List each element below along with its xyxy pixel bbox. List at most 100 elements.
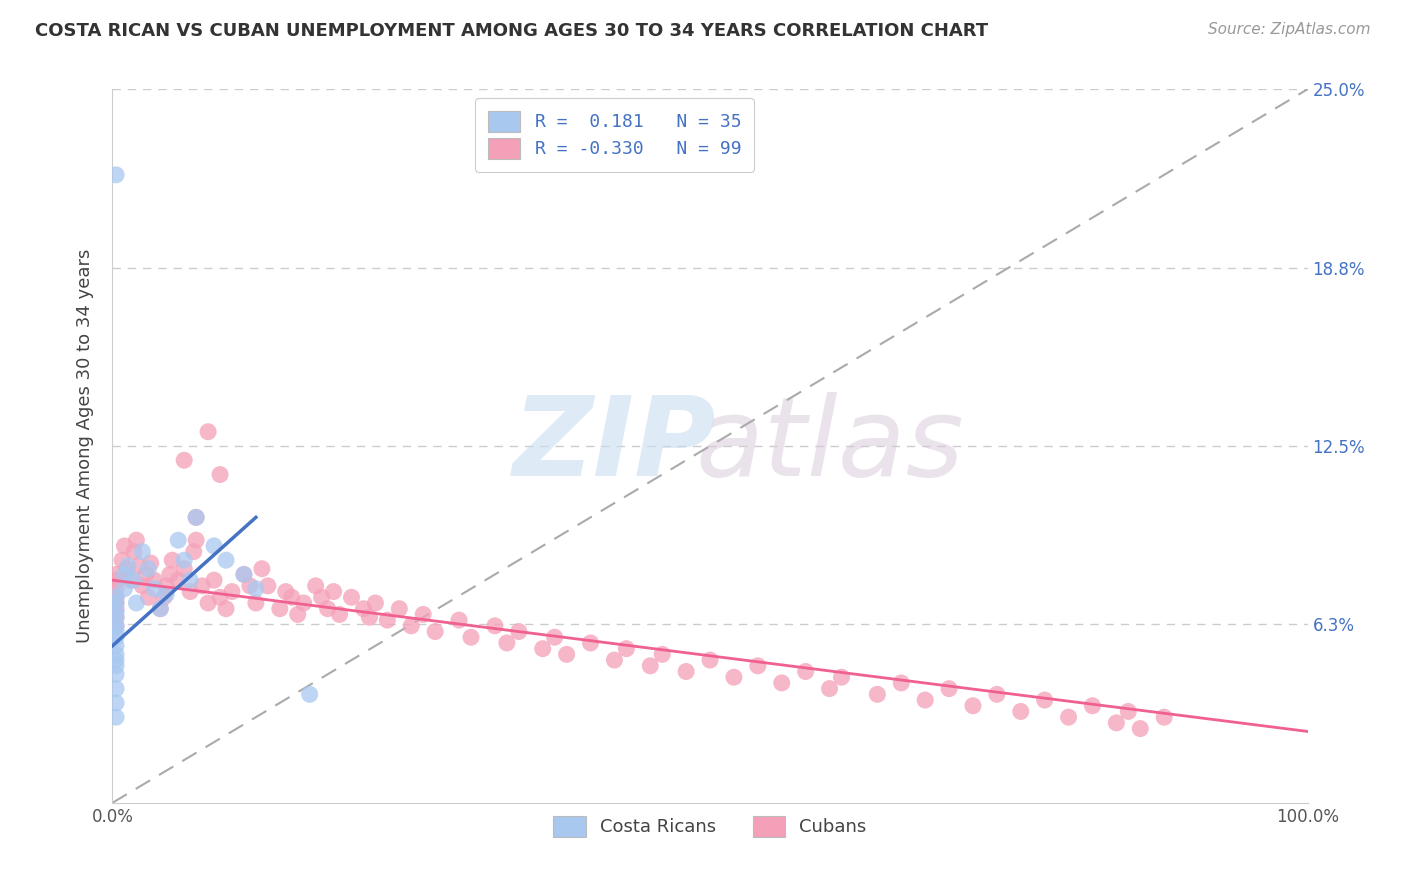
Point [149, 601, 172, 615]
Point [131, 579, 153, 593]
Point [651, 648, 673, 662]
Point [340, 591, 363, 605]
Point [1033, 693, 1056, 707]
Point [125, 596, 148, 610]
Point [167, 573, 190, 587]
Point [364, 596, 387, 610]
Point [153, 591, 176, 605]
Point [114, 539, 135, 553]
Point [1129, 722, 1152, 736]
Point [287, 607, 309, 622]
Point [105, 605, 128, 619]
Point [105, 168, 128, 182]
Point [209, 591, 232, 605]
Point [257, 579, 280, 593]
Point [202, 573, 225, 587]
Point [202, 539, 225, 553]
Point [105, 591, 128, 605]
Point [221, 584, 243, 599]
Point [215, 553, 238, 567]
Point [143, 573, 166, 587]
Point [111, 553, 134, 567]
Point [460, 630, 482, 644]
Point [239, 579, 262, 593]
Point [245, 596, 267, 610]
Point [322, 584, 344, 599]
Point [105, 710, 128, 724]
Point [401, 619, 423, 633]
Point [269, 601, 291, 615]
Point [125, 533, 148, 548]
Point [292, 596, 315, 610]
Point [1153, 710, 1175, 724]
Point [105, 630, 128, 644]
Point [274, 584, 297, 599]
Point [699, 653, 721, 667]
Point [603, 653, 626, 667]
Point [105, 648, 128, 662]
Point [197, 596, 219, 610]
Point [186, 533, 208, 548]
Point [215, 601, 238, 615]
Point [233, 567, 256, 582]
Point [311, 591, 333, 605]
Point [173, 453, 195, 467]
Point [122, 573, 145, 587]
Point [245, 582, 267, 596]
Point [1081, 698, 1104, 713]
Point [555, 648, 578, 662]
Point [173, 562, 195, 576]
Point [114, 582, 135, 596]
Point [508, 624, 530, 639]
Point [105, 610, 128, 624]
Point [167, 533, 190, 548]
Point [120, 573, 142, 587]
Point [281, 591, 304, 605]
Point [105, 582, 128, 596]
Point [250, 562, 273, 576]
Point [131, 544, 153, 558]
Point [159, 567, 181, 582]
Text: atlas: atlas [695, 392, 965, 500]
Point [1010, 705, 1032, 719]
Point [388, 601, 411, 615]
Point [412, 607, 434, 622]
Point [579, 636, 602, 650]
Point [139, 556, 162, 570]
Point [179, 573, 201, 587]
Point [305, 579, 328, 593]
Point [122, 544, 145, 558]
Point [173, 553, 195, 567]
Point [425, 624, 447, 639]
Point [197, 425, 219, 439]
Point [914, 693, 936, 707]
Point [818, 681, 841, 696]
Point [484, 619, 506, 633]
Text: Source: ZipAtlas.com: Source: ZipAtlas.com [1208, 22, 1371, 37]
Point [316, 601, 339, 615]
Point [531, 641, 554, 656]
Point [179, 584, 201, 599]
Point [496, 636, 519, 650]
Point [186, 510, 208, 524]
Point [105, 653, 128, 667]
Point [105, 591, 128, 605]
Point [986, 687, 1008, 701]
Point [831, 670, 853, 684]
Point [117, 558, 139, 573]
Point [377, 613, 399, 627]
Point [135, 567, 157, 582]
Point [105, 681, 128, 696]
Point [675, 665, 697, 679]
Point [747, 658, 769, 673]
Point [186, 510, 208, 524]
Point [447, 613, 470, 627]
Point [770, 676, 793, 690]
Point [233, 567, 256, 582]
Point [105, 667, 128, 681]
Point [155, 579, 177, 593]
Point [105, 596, 128, 610]
Point [352, 601, 374, 615]
Point [105, 639, 128, 653]
Point [105, 573, 128, 587]
